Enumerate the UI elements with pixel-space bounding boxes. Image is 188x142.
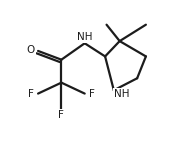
Text: O: O bbox=[27, 45, 35, 55]
Text: F: F bbox=[58, 110, 64, 120]
Text: NH: NH bbox=[77, 32, 92, 42]
Text: NH: NH bbox=[114, 89, 130, 99]
Text: F: F bbox=[28, 89, 33, 99]
Text: F: F bbox=[89, 89, 95, 99]
